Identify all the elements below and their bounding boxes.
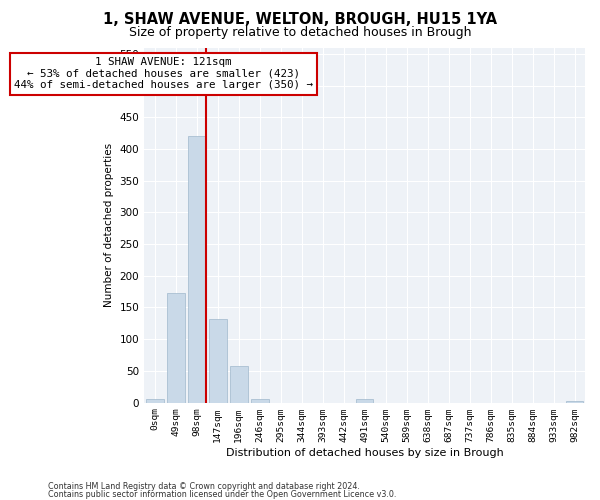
Bar [356, 400, 373, 402]
Text: Size of property relative to detached houses in Brough: Size of property relative to detached ho… [129, 26, 471, 39]
Text: Contains public sector information licensed under the Open Government Licence v3: Contains public sector information licen… [48, 490, 397, 499]
Bar [566, 400, 583, 402]
Text: Contains HM Land Registry data © Crown copyright and database right 2024.: Contains HM Land Registry data © Crown c… [48, 482, 360, 491]
Text: 1, SHAW AVENUE, WELTON, BROUGH, HU15 1YA: 1, SHAW AVENUE, WELTON, BROUGH, HU15 1YA [103, 12, 497, 28]
Y-axis label: Number of detached properties: Number of detached properties [104, 143, 114, 307]
Bar [146, 400, 164, 402]
Bar [230, 366, 248, 402]
Bar [251, 400, 269, 402]
Bar [188, 136, 206, 402]
Text: 1 SHAW AVENUE: 121sqm
← 53% of detached houses are smaller (423)
44% of semi-det: 1 SHAW AVENUE: 121sqm ← 53% of detached … [14, 57, 313, 90]
X-axis label: Distribution of detached houses by size in Brough: Distribution of detached houses by size … [226, 448, 503, 458]
Bar [209, 319, 227, 402]
Bar [167, 293, 185, 403]
